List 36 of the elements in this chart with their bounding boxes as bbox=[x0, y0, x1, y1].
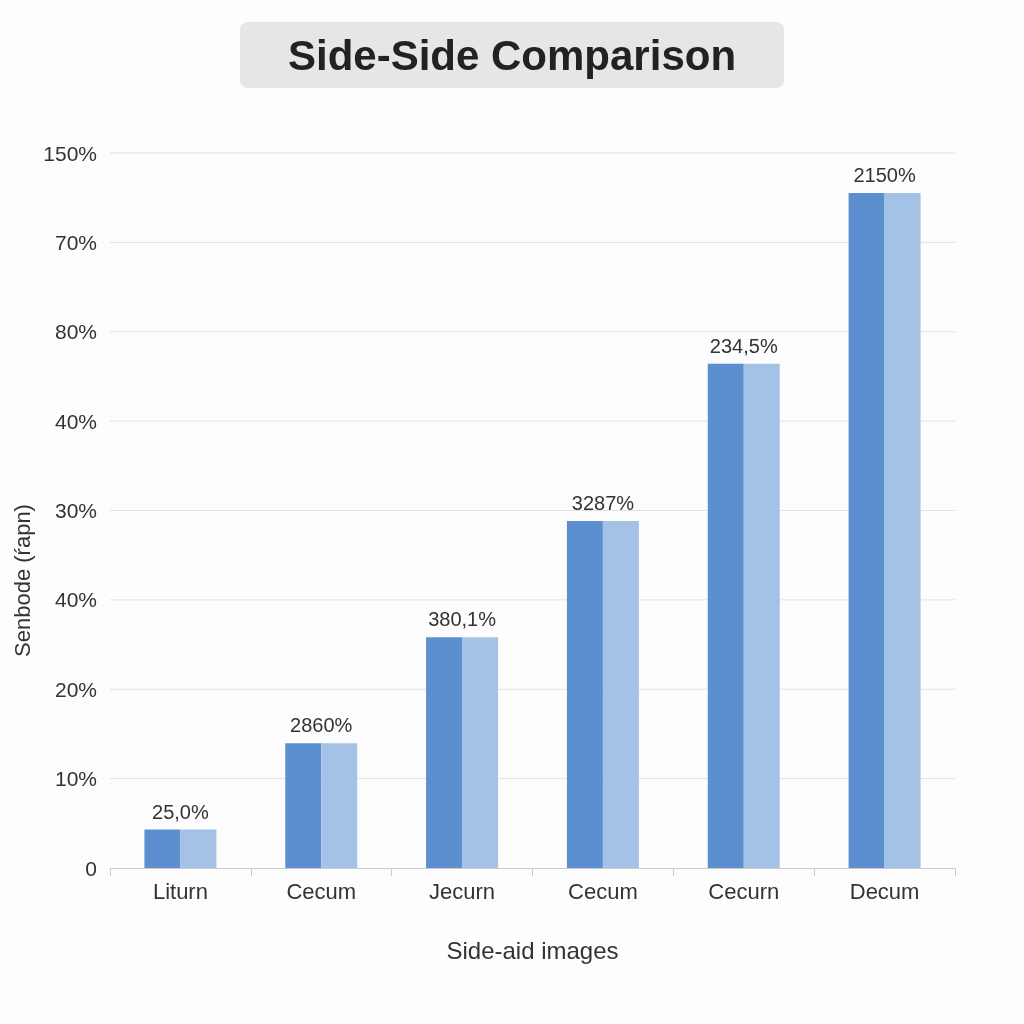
bar bbox=[285, 743, 322, 868]
text: 30% bbox=[54, 499, 97, 522]
bar bbox=[462, 637, 499, 868]
x-axis-title: Side-aid images bbox=[446, 936, 619, 964]
bar bbox=[884, 193, 921, 868]
annotation: 2860% bbox=[290, 714, 353, 737]
bar bbox=[144, 829, 181, 868]
annotation: 25,0% bbox=[152, 800, 209, 823]
bar bbox=[426, 637, 463, 868]
annotation: 380,1% bbox=[428, 608, 497, 631]
text: 20% bbox=[54, 677, 97, 701]
text: 80% bbox=[54, 320, 97, 344]
bar bbox=[602, 521, 639, 868]
chart-title: Side-Side Comparison bbox=[287, 31, 737, 79]
annotation: 234,5% bbox=[709, 334, 778, 357]
bar bbox=[707, 363, 744, 868]
x-tick-label: Jecurn bbox=[429, 878, 496, 904]
x-tick-label: Decum bbox=[849, 878, 920, 904]
x-tick-label: Liturn bbox=[152, 878, 208, 904]
text: 40% bbox=[54, 409, 97, 433]
bar bbox=[321, 743, 358, 868]
text: 0 bbox=[85, 856, 97, 880]
x-tick-label: Cecum bbox=[286, 878, 357, 904]
bar bbox=[180, 829, 217, 868]
y-axis-title: Senbode (ŕapn) bbox=[9, 504, 35, 657]
bar bbox=[743, 363, 780, 868]
x-tick-label: Cecurn bbox=[708, 878, 780, 904]
bar bbox=[566, 521, 603, 868]
text: 10% bbox=[54, 767, 97, 791]
x-tick-label: Cecum bbox=[568, 878, 638, 904]
text: 150% bbox=[43, 141, 97, 165]
text: 40% bbox=[54, 588, 97, 612]
bar bbox=[848, 193, 885, 868]
text: 70% bbox=[54, 230, 97, 254]
annotation: 2150% bbox=[853, 164, 916, 186]
annotation: 3287% bbox=[571, 492, 635, 515]
